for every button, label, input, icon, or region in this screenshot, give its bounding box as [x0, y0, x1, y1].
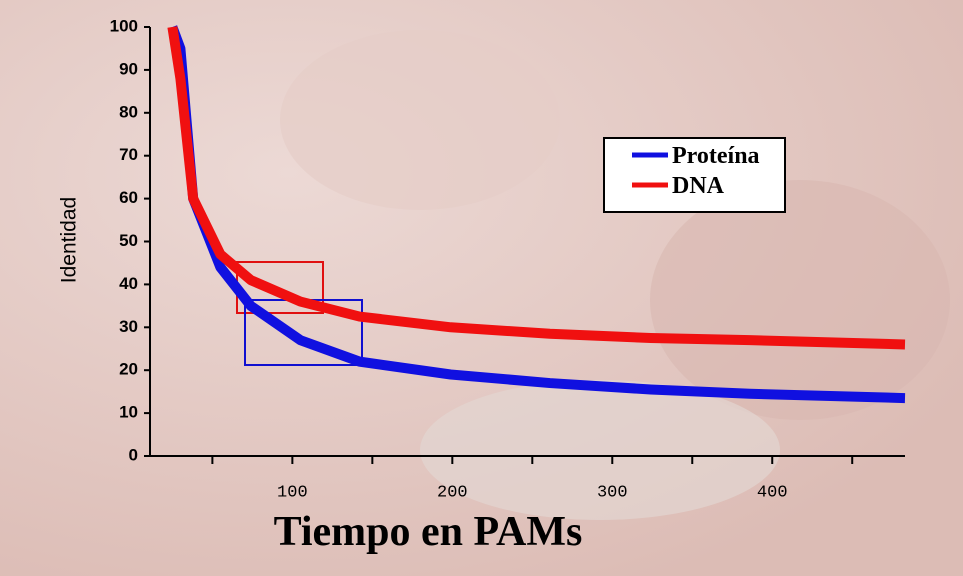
y-tick-label: 90 [119, 59, 138, 78]
y-tick-label: 30 [119, 317, 138, 336]
background-blob [420, 380, 780, 520]
y-axis-title: Identidad [58, 197, 81, 283]
y-tick-label: 20 [119, 360, 138, 379]
y-tick-label: 0 [129, 445, 138, 464]
legend [603, 137, 786, 213]
x-tick-label: 200 [437, 483, 468, 502]
y-tick-label: 10 [119, 403, 138, 422]
y-tick-label: 60 [119, 188, 138, 207]
y-tick-label: 100 [110, 16, 138, 35]
x-axis-title: Tiempo en PAMs [274, 509, 583, 555]
y-tick-label: 40 [119, 274, 138, 293]
legend-label: Proteína [672, 143, 760, 169]
x-tick-label: 300 [597, 483, 628, 502]
y-tick-label: 50 [119, 231, 138, 250]
background-blob [650, 180, 950, 420]
x-tick-label: 100 [277, 483, 308, 502]
x-tick-label: 400 [757, 483, 788, 502]
y-tick-label: 80 [119, 102, 138, 121]
series-line [167, 26, 906, 350]
y-tick-label: 70 [119, 145, 138, 164]
background-blob [280, 30, 560, 210]
legend-label: DNA [672, 173, 725, 199]
